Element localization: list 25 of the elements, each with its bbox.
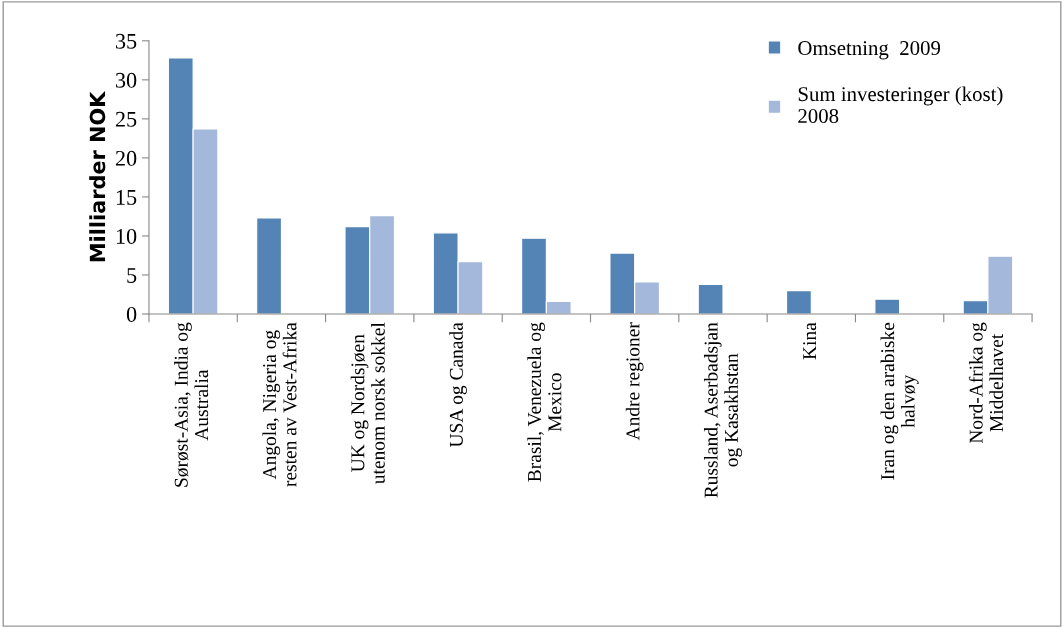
x-tick-label: Iran og den arabiske halvøy bbox=[880, 322, 919, 480]
x-tick-label: Sørøst-Asia, India og Australia bbox=[174, 322, 209, 487]
bar bbox=[786, 290, 812, 314]
y-tick-label: 0 bbox=[126, 306, 137, 322]
x-tick-label: USA og Canada bbox=[449, 322, 467, 448]
y-axis-title: Milliarder NOK bbox=[89, 91, 106, 262]
y-tick-label: 25 bbox=[115, 111, 137, 127]
x-tick-label: Brasil, Venezuela og Mexico bbox=[527, 322, 562, 482]
bar bbox=[874, 298, 901, 314]
x-tick-label: Kina bbox=[803, 322, 817, 360]
x-tick-label: Nord-Afrika og Middelhavet bbox=[968, 322, 1004, 444]
x-tick-label: Andre regioner bbox=[625, 322, 644, 441]
bar bbox=[697, 283, 724, 314]
y-tick-label: 15 bbox=[116, 189, 137, 205]
y-tick-label: 20 bbox=[115, 150, 137, 166]
legend-label: Sum investeringer (kost) 2008 bbox=[798, 86, 1003, 123]
y-tick-label: 10 bbox=[116, 228, 137, 244]
y-tick-label: 35 bbox=[115, 33, 137, 49]
bar bbox=[256, 217, 282, 314]
x-tick-label: Russland, Aserbadsjan og Kasakhstan bbox=[703, 322, 742, 498]
y-tick-label: 30 bbox=[115, 72, 137, 88]
legend-label: Omsetning 2009 bbox=[798, 41, 941, 60]
y-tick-label: 5 bbox=[127, 268, 137, 283]
x-tick-label: Angola, Nigeria og resten av Vest-Afrika bbox=[262, 322, 297, 487]
x-tick-label: UK og Nordsjøen utenom norsk sokkel bbox=[350, 322, 385, 484]
